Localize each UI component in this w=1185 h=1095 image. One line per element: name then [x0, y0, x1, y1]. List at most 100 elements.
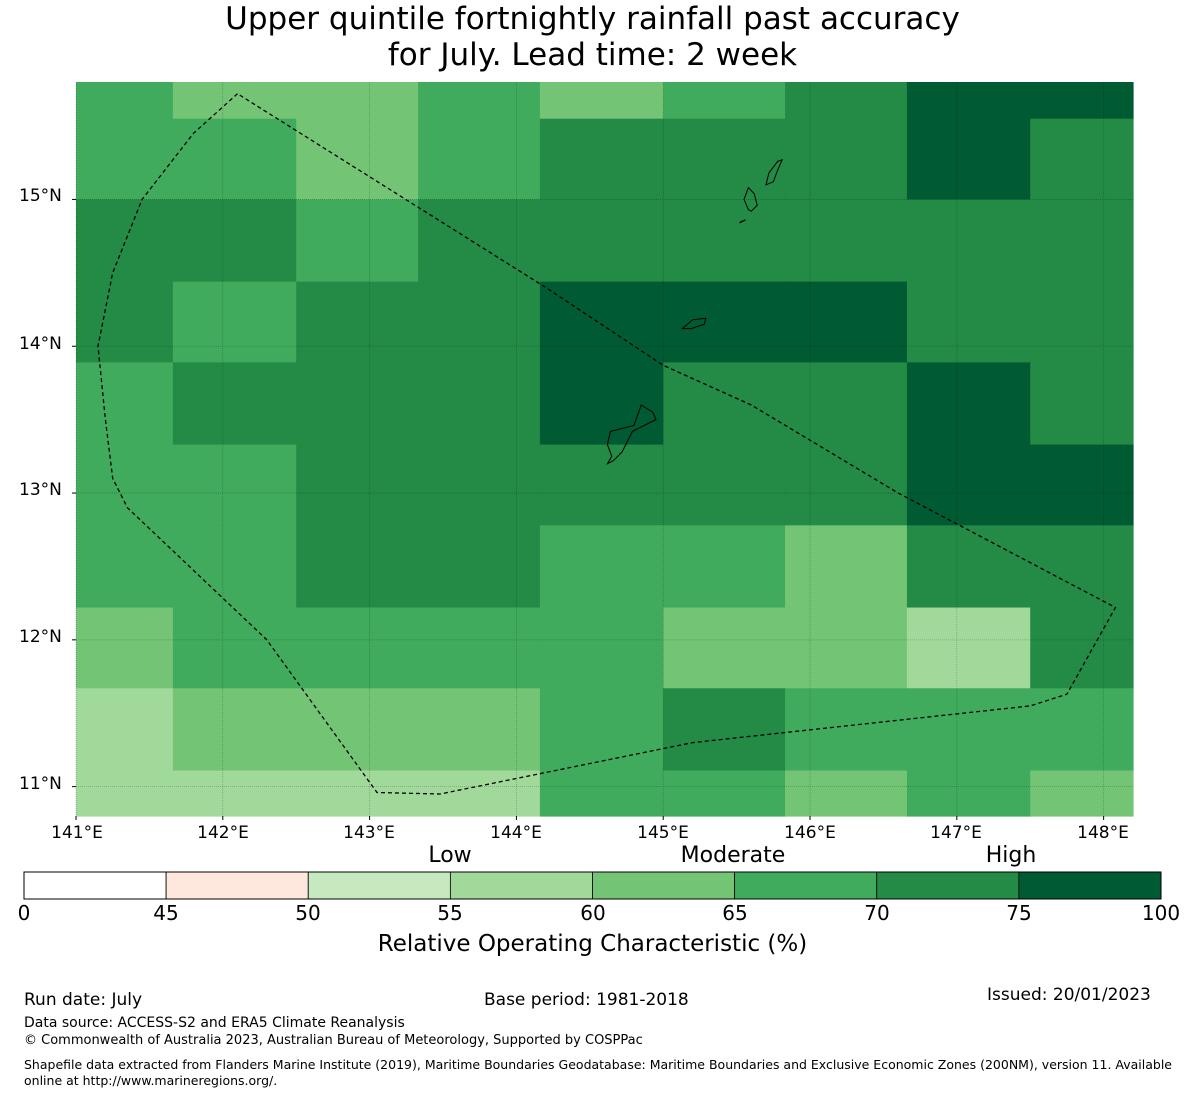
roc-cell-r3-c5: [663, 281, 786, 363]
roc-cell-r0-c5: [663, 82, 786, 120]
roc-cell-r3-c4: [539, 281, 664, 363]
roc-cell-r7-c6: [785, 607, 908, 689]
copyright-notice: © Commonwealth of Australia 2023, Austra…: [24, 1033, 643, 1048]
lon-label-141e: 141°E: [51, 823, 103, 843]
roc-cell-r8-c0: [76, 688, 174, 772]
issued-date: Issued: 20/01/2023: [987, 985, 1151, 1005]
roc-cell-r7-c4: [539, 607, 664, 689]
lon-label-145e: 145°E: [637, 823, 689, 843]
roc-cell-r9-c5: [663, 770, 786, 817]
colorbar-tick-50: 50: [295, 901, 321, 925]
roc-cell-r0-c0: [76, 82, 174, 120]
roc-cell-r8-c8: [1030, 688, 1134, 772]
roc-cell-r5-c1: [172, 444, 297, 526]
roc-cell-r4-c4: [539, 362, 664, 446]
lat-label-13n: 13°N: [19, 480, 62, 500]
roc-cell-r2-c7: [906, 199, 1031, 283]
roc-cell-r6-c7: [906, 525, 1031, 609]
roc-cell-r8-c3: [418, 688, 541, 772]
roc-cell-r5-c8: [1030, 444, 1134, 526]
roc-cell-r7-c3: [418, 607, 541, 689]
roc-cell-r2-c5: [663, 199, 786, 283]
roc-cell-r7-c7: [906, 607, 1031, 689]
colorbar-segment-0: [23, 871, 167, 900]
roc-cell-r7-c2: [296, 607, 419, 689]
roc-cell-r7-c1: [172, 607, 297, 689]
roc-cell-r5-c6: [785, 444, 908, 526]
colorbar-segment-4: [592, 871, 736, 900]
roc-cell-r2-c2: [296, 199, 419, 283]
roc-cell-r3-c8: [1030, 281, 1134, 363]
roc-cell-r1-c5: [663, 118, 786, 201]
roc-cell-r8-c6: [785, 688, 908, 772]
roc-cell-r7-c0: [76, 607, 174, 689]
roc-cell-r8-c4: [539, 688, 664, 772]
category-moderate: Moderate: [680, 843, 786, 868]
roc-cell-r0-c7: [906, 82, 1031, 120]
roc-cell-r4-c5: [663, 362, 786, 446]
roc-cell-r5-c7: [906, 444, 1031, 526]
colorbar-tick-100: 100: [1141, 901, 1181, 925]
island-outline-aguijan: [739, 219, 746, 224]
colorbar-tick-70: 70: [864, 901, 890, 925]
lon-label-146e: 146°E: [784, 823, 836, 843]
roc-cell-r3-c3: [418, 281, 541, 363]
roc-cell-r3-c7: [906, 281, 1031, 363]
lon-label-143e: 143°E: [343, 823, 395, 843]
colorbar-label: Relative Operating Characteristic (%): [377, 931, 808, 957]
lat-label-14n: 14°N: [19, 334, 62, 354]
roc-cell-r9-c1: [172, 770, 297, 817]
roc-cell-r1-c8: [1030, 118, 1134, 201]
data-source: Data source: ACCESS-S2 and ERA5 Climate …: [24, 1015, 405, 1031]
roc-cell-r2-c6: [785, 199, 908, 283]
roc-cell-r9-c7: [906, 770, 1031, 817]
island-outline-tinian: [743, 186, 758, 212]
chart-title-line-2: for July. Lead time: 2 week: [387, 37, 798, 73]
roc-cell-r6-c6: [785, 525, 908, 609]
roc-cell-r6-c1: [172, 525, 297, 609]
lat-label-15n: 15°N: [19, 186, 62, 206]
roc-cell-r2-c8: [1030, 199, 1134, 283]
roc-cell-r6-c2: [296, 525, 419, 609]
roc-cell-r3-c2: [296, 281, 419, 363]
roc-cell-r9-c6: [785, 770, 908, 817]
roc-cell-r3-c6: [785, 281, 908, 363]
colorbar-tick-65: 65: [722, 901, 748, 925]
lon-label-147e: 147°E: [930, 823, 982, 843]
colorbar-segment-2: [307, 871, 451, 900]
roc-cell-r2-c0: [76, 199, 174, 283]
roc-cell-r0-c8: [1030, 82, 1134, 120]
roc-cell-r4-c8: [1030, 362, 1134, 446]
island-outline-saipan: [765, 158, 784, 186]
roc-cell-r0-c3: [418, 82, 541, 120]
roc-cell-r2-c1: [172, 199, 297, 283]
colorbar-tick-75: 75: [1006, 901, 1032, 925]
roc-cell-r6-c8: [1030, 525, 1134, 609]
roc-cell-r1-c2: [296, 118, 419, 201]
category-high: High: [985, 843, 1037, 868]
roc-cell-r0-c6: [785, 82, 908, 120]
colorbar-segment-5: [734, 871, 878, 900]
colorbar-frame: [23, 871, 1162, 900]
roc-cell-r1-c1: [172, 118, 297, 201]
roc-cell-r1-c7: [906, 118, 1031, 201]
roc-cell-r6-c4: [539, 525, 664, 609]
roc-cell-r4-c0: [76, 362, 174, 446]
roc-cell-r5-c0: [76, 444, 174, 526]
chart-title-line-1: Upper quintile fortnightly rainfall past…: [225, 1, 960, 37]
roc-cell-r5-c4: [539, 444, 664, 526]
roc-cell-r6-c3: [418, 525, 541, 609]
roc-cell-r8-c7: [906, 688, 1031, 772]
colorbar-segment-1: [165, 871, 309, 900]
roc-cell-r0-c1: [172, 82, 297, 120]
roc-cell-r8-c5: [663, 688, 786, 772]
category-low: Low: [428, 843, 472, 868]
colorbar-tick-60: 60: [580, 901, 606, 925]
lat-label-11n: 11°N: [19, 774, 62, 794]
roc-cell-r2-c4: [539, 199, 664, 283]
roc-cell-r0-c2: [296, 82, 419, 120]
run-date: Run date: July: [24, 990, 143, 1010]
roc-cell-r3-c1: [172, 281, 297, 363]
colorbar-segment-3: [449, 871, 593, 900]
